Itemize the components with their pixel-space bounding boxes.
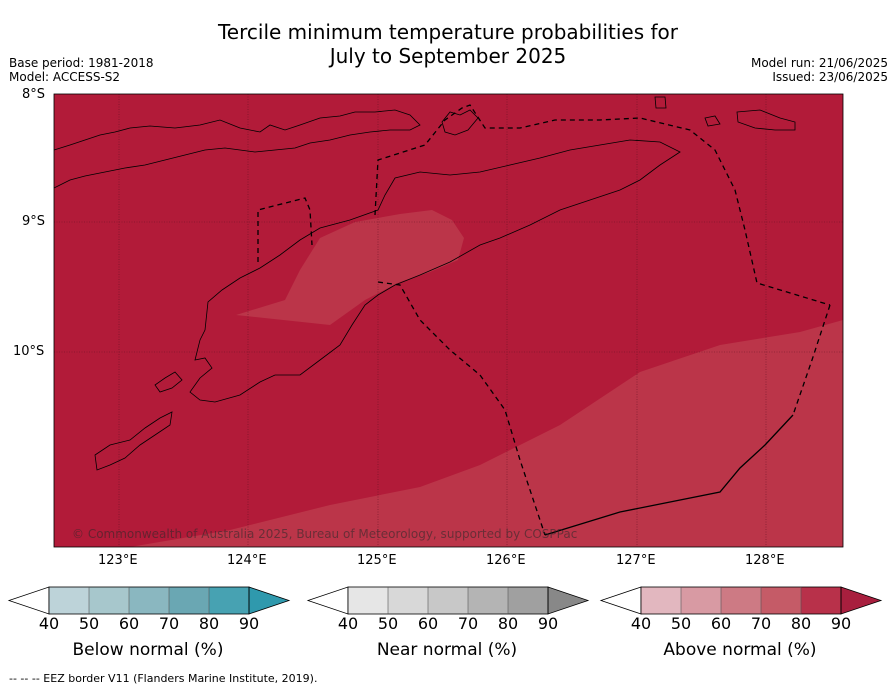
above-normal-tick-label: 70 [750, 614, 772, 633]
below-normal-tick-label: 60 [118, 614, 140, 633]
above-normal-tick-label: 40 [630, 614, 652, 633]
flores-coastline [53, 109, 421, 189]
near-normal-colorbar-segment [388, 587, 428, 614]
eez-border-solid [544, 414, 794, 536]
near-normal-colorbar-min-arrow [306, 586, 349, 615]
below-normal-tick-label: 90 [238, 614, 260, 633]
above-normal-label: Above normal (%) [663, 640, 817, 660]
islet-coastline-1 [654, 96, 667, 109]
issued-date: Issued: 23/06/2025 [772, 70, 888, 84]
above-normal-colorbar-segment [681, 587, 721, 614]
model-name: Model: ACCESS-S2 [9, 70, 121, 84]
below-normal-colorbar-max-arrow [248, 586, 291, 615]
above-normal-tick-label: 80 [790, 614, 812, 633]
eez-legend-footer: -- -- -- EEZ border V11 (Flanders Marine… [9, 672, 318, 685]
below-normal-colorbar-segment [209, 587, 249, 614]
copyright-notice: © Commonwealth of Australia 2025, Bureau… [72, 527, 578, 541]
map-frame [53, 93, 844, 548]
below-normal-colorbar-segment [89, 587, 129, 614]
lat-label-8s: 8°S [22, 87, 46, 102]
below-normal-colorbar-min-arrow [7, 586, 50, 615]
lon-label-124e: 124°E [227, 553, 267, 568]
above-normal-colorbar-outline [640, 586, 842, 615]
below-normal-tick-label: 70 [158, 614, 180, 633]
lon-label-126e: 126°E [486, 553, 526, 568]
above-normal-colorbar-segment [801, 587, 841, 614]
base-period: Base period: 1981-2018 [9, 56, 154, 70]
below-normal-colorbar [7, 586, 291, 615]
above-normal-tick-label: 50 [670, 614, 692, 633]
colorbars [7, 586, 883, 615]
islet-coastline-2 [704, 115, 721, 127]
title-line-2: July to September 2025 [329, 44, 567, 68]
above-normal-colorbar [599, 586, 883, 615]
eez-border-south [377, 281, 546, 536]
model-info: Base period: 1981-2018 Model: ACCESS-S2 [9, 56, 154, 84]
above-normal-tick-label: 90 [830, 614, 852, 633]
near-normal-colorbar-segment [468, 587, 508, 614]
near-normal-tick-label: 80 [497, 614, 519, 633]
wetar-coastline [441, 109, 479, 136]
lon-label-128e: 128°E [745, 553, 785, 568]
run-info: Model run: 21/06/2025 Issued: 23/06/2025 [751, 56, 888, 84]
eez-borders [257, 104, 831, 536]
near-normal-label: Near normal (%) [376, 640, 518, 660]
near-normal-tick-label: 50 [377, 614, 399, 633]
coastlines [53, 96, 796, 471]
above-normal-tick-label: 60 [710, 614, 732, 633]
probability-zone-lower [130, 320, 843, 547]
near-normal-colorbar [306, 586, 590, 615]
lon-label-123e: 123°E [98, 553, 138, 568]
rote-coastline [154, 371, 183, 393]
islands-east-coastline [736, 109, 796, 131]
timor-coastline [189, 139, 681, 403]
above-normal-colorbar-segment [721, 587, 761, 614]
title-line-1: Tercile minimum temperature probabilitie… [217, 20, 679, 44]
eez-border-west [257, 197, 313, 262]
near-normal-colorbar-segment [508, 587, 548, 614]
below-normal-label: Below normal (%) [72, 640, 224, 660]
near-normal-colorbar-segment [348, 587, 388, 614]
near-normal-tick-label: 70 [457, 614, 479, 633]
below-normal-colorbar-segment [129, 587, 169, 614]
near-normal-colorbar-outline [347, 586, 549, 615]
below-normal-colorbar-segment [49, 587, 89, 614]
above-normal-colorbar-segment [761, 587, 801, 614]
probability-zone-timor [236, 210, 464, 325]
map-title: Tercile minimum temperature probabilitie… [0, 20, 896, 68]
eez-border-southeast [792, 304, 831, 416]
lat-label-10s: 10°S [13, 344, 45, 359]
below-normal-tick-label: 80 [198, 614, 220, 633]
near-normal-colorbar-segment [428, 587, 468, 614]
lon-label-125e: 125°E [357, 553, 397, 568]
below-normal-tick-label: 50 [78, 614, 100, 633]
lat-label-9s: 9°S [22, 214, 46, 229]
eez-border-north [374, 104, 831, 306]
above-normal-colorbar-max-arrow [840, 586, 883, 615]
above-normal-colorbar-segment [641, 587, 681, 614]
near-normal-tick-label: 90 [537, 614, 559, 633]
sawu-coastline [94, 411, 173, 471]
below-normal-colorbar-segment [169, 587, 209, 614]
above-normal-colorbar-min-arrow [599, 586, 642, 615]
below-normal-tick-label: 40 [38, 614, 60, 633]
lon-label-127e: 127°E [616, 553, 656, 568]
near-normal-colorbar-max-arrow [547, 586, 590, 615]
model-run: Model run: 21/06/2025 [750, 56, 888, 70]
near-normal-tick-label: 40 [337, 614, 359, 633]
below-normal-colorbar-outline [48, 586, 250, 615]
near-normal-tick-label: 60 [417, 614, 439, 633]
